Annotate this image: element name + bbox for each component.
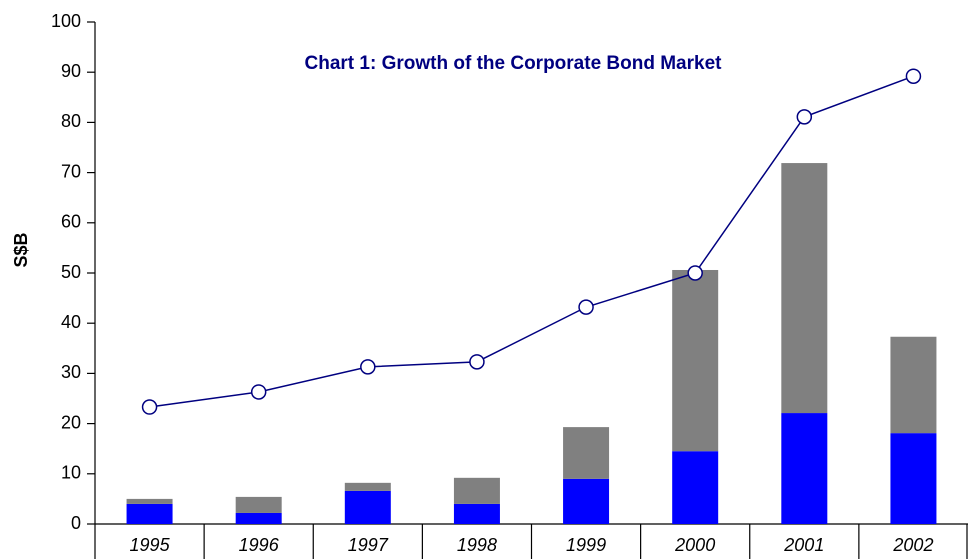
line-marker [578, 299, 594, 315]
x-tick-label: 1999 [566, 535, 606, 555]
chart-title: Chart 1: Growth of the Corporate Bond Ma… [305, 53, 723, 74]
line-marker [250, 384, 267, 400]
x-tick-label: 2001 [783, 535, 824, 555]
y-tick-label: 0 [71, 513, 81, 533]
y-tick-label: 60 [61, 212, 81, 232]
bar [781, 413, 828, 524]
bar [235, 512, 282, 524]
bar [672, 451, 719, 524]
bar [890, 336, 937, 434]
bar [672, 269, 719, 452]
bar [890, 433, 937, 524]
line-marker [905, 68, 922, 84]
x-tick-label: 2000 [674, 535, 715, 555]
y-tick-label: 70 [61, 161, 81, 181]
bar [453, 503, 500, 524]
bar [344, 482, 391, 491]
line-marker [360, 359, 376, 375]
bar [126, 498, 173, 504]
bar [563, 427, 610, 479]
x-tick-label: 1998 [457, 535, 497, 555]
bar [453, 477, 500, 504]
line [149, 75, 914, 408]
y-tick-label: 90 [61, 61, 81, 81]
bar [781, 163, 828, 414]
y-tick-label: 100 [51, 11, 81, 31]
y-tick-label: 20 [61, 412, 81, 432]
y-tick-label: 30 [61, 362, 81, 382]
bar [126, 503, 173, 524]
x-tick-label: 1996 [239, 535, 280, 555]
line-marker [469, 354, 485, 370]
line-marker [796, 109, 813, 125]
y-axis-label: S$B [11, 232, 31, 267]
line-marker [687, 265, 703, 281]
line-marker [141, 399, 158, 415]
y-tick-label: 80 [61, 111, 81, 131]
bar [563, 478, 610, 524]
bar [344, 490, 391, 524]
y-tick-label: 50 [61, 262, 81, 282]
x-tick-label: 1997 [348, 535, 389, 555]
x-tick-label: 1995 [130, 535, 171, 555]
y-tick-label: 10 [61, 463, 81, 483]
bar [235, 496, 282, 513]
y-tick-label: 40 [61, 312, 81, 332]
x-tick-label: 2002 [892, 535, 933, 555]
